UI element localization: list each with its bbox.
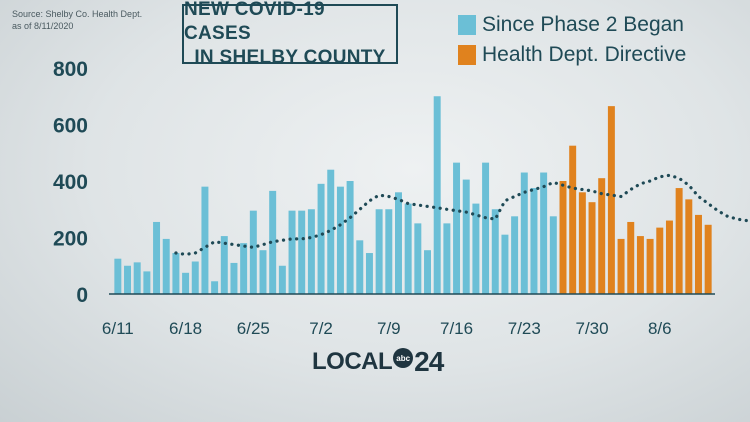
bar-phase2 — [540, 172, 548, 294]
bar-directive — [704, 224, 712, 294]
bar-phase2 — [317, 183, 325, 294]
bar-directive — [627, 221, 635, 294]
bar-phase2 — [298, 210, 306, 294]
chart-title: NEW COVID-19 CASES IN SHELBY COUNTY — [182, 0, 398, 68]
logo-number: 24 — [414, 346, 444, 377]
bar-phase2 — [549, 216, 557, 294]
x-tick-label: 6/25 — [237, 319, 270, 338]
y-tick-label: 800 — [53, 58, 88, 81]
bar-phase2 — [395, 192, 402, 294]
bar-phase2 — [220, 236, 228, 294]
bar-directive — [695, 214, 702, 294]
bar-phase2 — [385, 209, 393, 294]
x-tick-label: 7/16 — [440, 319, 473, 338]
bar-phase2 — [346, 181, 354, 294]
bar-phase2 — [114, 258, 122, 294]
legend-swatch-directive — [458, 45, 476, 65]
bar-phase2 — [230, 262, 238, 294]
bar-phase2 — [462, 179, 470, 294]
legend-item-phase2: Since Phase 2 Began — [458, 10, 686, 40]
bar-phase2 — [249, 210, 257, 294]
bar-phase2 — [472, 203, 480, 294]
moving-average-line — [174, 173, 750, 257]
bar-phase2 — [278, 265, 286, 294]
y-tick-label: 400 — [53, 171, 88, 194]
legend-label-phase2: Since Phase 2 Began — [482, 13, 684, 36]
x-tick-label: 7/2 — [309, 319, 333, 338]
bar-directive — [569, 145, 577, 294]
bar-phase2 — [172, 253, 180, 294]
chart-title-line-2: IN SHELBY COUNTY — [194, 47, 386, 68]
legend-swatch-phase2 — [458, 15, 476, 35]
bar-phase2 — [520, 172, 528, 294]
legend: Since Phase 2 Began Health Dept. Directi… — [458, 10, 686, 70]
bar-phase2 — [259, 250, 267, 294]
bar-phase2 — [162, 238, 170, 294]
bar-directive — [646, 238, 654, 294]
bar-phase2 — [143, 271, 151, 294]
bar-directive — [685, 199, 693, 294]
bar-directive — [588, 202, 596, 294]
bar-phase2 — [240, 243, 248, 294]
x-tick-label: 7/30 — [575, 319, 608, 338]
station-logo: LOCAL abc 24 — [312, 346, 444, 378]
logo-word: LOCAL — [312, 348, 393, 375]
bar-phase2 — [307, 209, 315, 294]
source-line-2: as of 8/11/2020 — [12, 21, 74, 31]
bar-phase2 — [327, 169, 335, 294]
legend-item-directive: Health Dept. Directive — [458, 40, 686, 70]
bar-phase2 — [288, 210, 296, 294]
bar-directive — [559, 181, 567, 294]
bar-phase2 — [211, 281, 219, 294]
source-note: Source: Shelby Co. Health Dept. as of 8/… — [12, 8, 142, 32]
bar-phase2 — [424, 250, 431, 294]
bar-phase2 — [482, 162, 490, 294]
bar-directive — [617, 238, 625, 294]
bar-phase2 — [365, 253, 373, 294]
bar-directive — [665, 220, 673, 294]
x-tick-label: 6/18 — [169, 319, 202, 338]
bar-phase2 — [201, 186, 209, 294]
bar-phase2 — [443, 223, 451, 294]
bar-phase2 — [124, 265, 131, 294]
bar-directive — [656, 227, 664, 294]
y-tick-label: 200 — [53, 228, 88, 251]
x-tick-label: 8/6 — [648, 319, 672, 338]
x-tick-label: 7/9 — [377, 319, 401, 338]
chart-title-line-1: NEW COVID-19 CASES — [184, 0, 325, 44]
bar-phase2 — [375, 209, 383, 294]
bar-phase2 — [269, 190, 277, 294]
y-tick-label: 600 — [53, 115, 88, 138]
abc-badge-icon: abc — [393, 348, 414, 368]
bar-phase2 — [404, 203, 412, 294]
bar-phase2 — [182, 272, 190, 294]
x-tick-label: 7/23 — [508, 319, 541, 338]
bar-phase2 — [153, 221, 161, 294]
bar-phase2 — [414, 223, 422, 294]
bar-phase2 — [433, 96, 441, 294]
bar-phase2 — [453, 162, 461, 294]
bar-directive — [578, 192, 586, 294]
bar-phase2 — [491, 209, 499, 294]
bar-phase2 — [336, 186, 344, 294]
bar-directive — [675, 188, 683, 294]
bar-directive — [636, 236, 644, 294]
bar-directive — [607, 106, 615, 294]
x-tick-label: 6/11 — [102, 319, 134, 338]
bar-phase2 — [356, 240, 364, 294]
source-line-1: Source: Shelby Co. Health Dept. — [12, 9, 143, 19]
legend-label-directive: Health Dept. Directive — [482, 43, 687, 66]
bar-phase2 — [530, 188, 538, 294]
bar-phase2 — [511, 216, 519, 294]
y-tick-label: 0 — [76, 284, 88, 307]
bar-phase2 — [133, 262, 141, 294]
bar-directive — [598, 178, 606, 294]
bar-phase2 — [191, 261, 199, 294]
bar-phase2 — [501, 234, 509, 294]
